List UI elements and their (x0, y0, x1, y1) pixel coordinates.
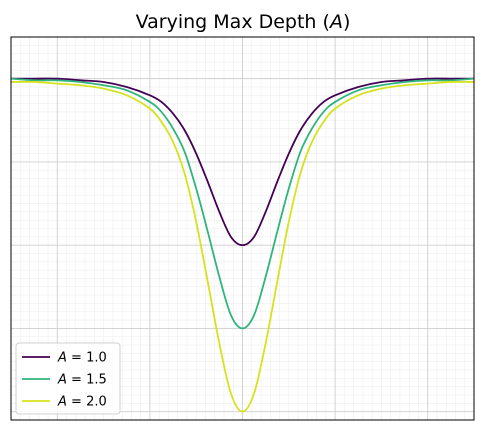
legend-label-value: = 2.0 (67, 395, 107, 410)
legend-label-value: = 1.5 (67, 373, 107, 388)
series-line-0 (11, 77, 474, 247)
series-line-1 (10, 77, 475, 330)
legend-label-2: A = 2.0 (57, 395, 107, 410)
legend-label-variable: A (57, 395, 67, 410)
series-line-2 (10, 80, 475, 413)
legend-label-0: A = 1.0 (57, 351, 107, 366)
chart-title-suffix: ) (343, 11, 350, 33)
legend-label-variable: A (57, 351, 67, 366)
legend-label-1: A = 1.5 (57, 373, 107, 388)
major-gridlines (11, 37, 474, 420)
legend-label-value: = 1.0 (67, 351, 107, 366)
legend-box (15, 342, 121, 415)
series-layer (10, 77, 475, 413)
chart-title-prefix: Varying Max Depth ( (136, 11, 330, 33)
legend-label-variable: A (57, 373, 67, 388)
plot-frame (10, 36, 475, 421)
chart-title: Varying Max Depth (A) (136, 11, 351, 33)
chart-title-variable: A (328, 11, 343, 33)
legend: A = 1.0A = 1.5A = 2.0 (15, 342, 121, 415)
